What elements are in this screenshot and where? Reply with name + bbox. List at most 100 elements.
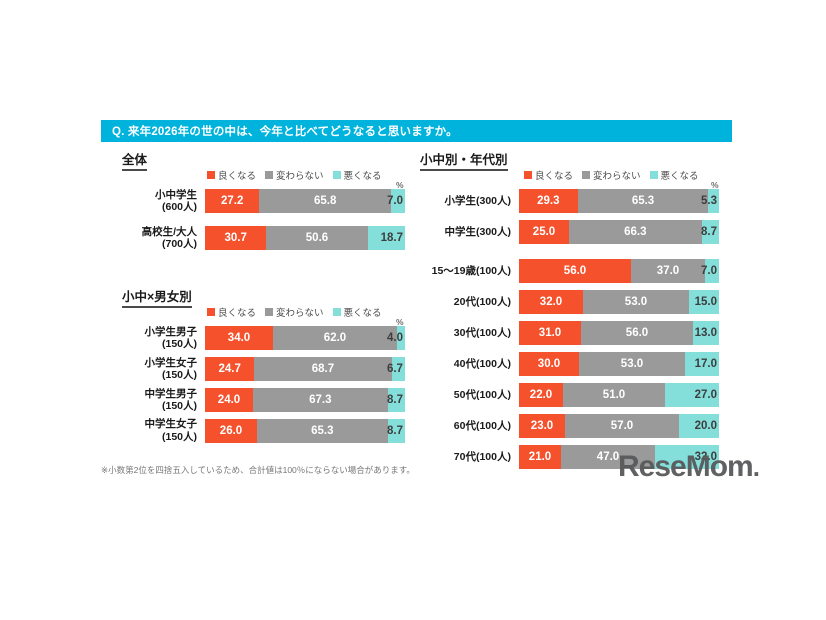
legend-item-same: 変わらない xyxy=(265,305,324,319)
bar-segment-good: 30.0 xyxy=(519,352,579,376)
bar-value-label: 34.0 xyxy=(227,332,251,345)
legend-item-bad: 悪くなる xyxy=(332,305,382,319)
bar-value-label: 53.0 xyxy=(624,296,648,308)
legend-item-good: 良くなる xyxy=(207,168,256,182)
bar-segment-bad: 7.0 xyxy=(701,259,719,283)
bar-value-label: 62.0 xyxy=(323,332,347,345)
stacked-bar: 30.0 53.0 17.0 xyxy=(519,352,719,376)
stacked-bar: 25.0 66.3 8.7 xyxy=(519,220,719,244)
legend-gender: 良くなる 変わらない 悪くなる xyxy=(207,305,382,319)
table-row: 70代(100人) 21.0 47.0 32.0 xyxy=(415,445,720,469)
table-row: 60代(100人) 23.0 57.0 20.0 xyxy=(415,414,720,438)
bar-value-label: 65.8 xyxy=(313,195,337,208)
bar-segment-same: 57.0 xyxy=(565,414,679,438)
bar-segment-bad: 8.7 xyxy=(701,220,719,244)
bar-segment-bad: 4.0 xyxy=(387,326,405,351)
bar-value-label: 32.0 xyxy=(694,451,717,463)
table-row: 40代(100人) 30.0 53.0 17.0 xyxy=(415,352,720,376)
percent-axis-mark-overall: % xyxy=(396,180,404,190)
table-row: 30代(100人) 31.0 56.0 13.0 xyxy=(415,321,720,345)
bar-value-label: 15.0 xyxy=(694,296,717,308)
bar-value-label: 65.3 xyxy=(631,195,655,207)
table-row: 50代(100人) 22.0 51.0 27.0 xyxy=(415,383,720,407)
table-row: 中学生女子 (150人) 26.0 65.3 8.7 xyxy=(101,418,405,443)
legend-swatch-good-icon xyxy=(524,171,532,179)
bar-segment-same: 53.0 xyxy=(579,352,685,376)
bar-segment-bad: 6.7 xyxy=(387,357,405,382)
bar-segment-good: 34.0 xyxy=(205,326,273,351)
row-label: 60代(100人) xyxy=(453,419,511,432)
question-band: Q. 来年2026年の世の中は、今年と比べてどうなると思いますか。 xyxy=(101,120,732,142)
bar-value-label: 23.0 xyxy=(530,420,554,432)
stacked-bar: 24.7 68.7 6.7 xyxy=(205,357,405,382)
chart-rows-grade-age: 小学生(300人) 29.3 65.3 5.3 中学生(300人) 25.0 66.3 8.7… xyxy=(415,189,720,469)
stacked-bar: 30.7 50.6 18.7 xyxy=(205,226,405,251)
bar-value-label: 13.0 xyxy=(694,327,717,339)
bar-value-label: 24.7 xyxy=(218,363,241,376)
bar-segment-good: 25.0 xyxy=(519,220,569,244)
bar-segment-good: 32.0 xyxy=(519,290,583,314)
stacked-bar: 31.0 56.0 13.0 xyxy=(519,321,719,345)
bar-segment-good: 26.0 xyxy=(205,418,257,443)
bar-value-label: 18.7 xyxy=(380,232,403,245)
table-row: 15～19歳(100人) 56.0 37.0 7.0 xyxy=(415,259,720,283)
bar-segment-same: 50.6 xyxy=(266,226,368,251)
bar-value-label: 20.0 xyxy=(694,420,717,432)
legend-swatch-bad-icon xyxy=(649,171,658,179)
row-label: 20代(100人) xyxy=(453,295,511,308)
legend-label-same: 変わらない xyxy=(276,308,324,319)
legend-item-same: 変わらない xyxy=(265,168,324,182)
bar-segment-good: 30.7 xyxy=(205,226,267,251)
legend-swatch-same-icon xyxy=(582,171,591,179)
row-label: 小学生男子 (150人) xyxy=(144,326,198,351)
chart-rows-gender: 小学生男子 (150人) 34.0 62.0 4.0 小学生女子 (150人) 24.7 6… xyxy=(101,326,405,443)
legend-item-good: 良くなる xyxy=(207,305,256,319)
bar-value-label: 66.3 xyxy=(624,226,647,238)
bar-segment-same: 65.3 xyxy=(577,189,709,213)
legend-label-same: 変わらない xyxy=(276,171,324,182)
bar-value-label: 67.3 xyxy=(309,393,332,406)
bar-segment-same: 65.3 xyxy=(257,418,388,443)
bar-value-label: 26.0 xyxy=(219,424,243,437)
legend-swatch-bad-icon xyxy=(332,308,341,316)
question-text: Q. 来年2026年の世の中は、今年と比べてどうなると思いますか。 xyxy=(112,126,458,138)
row-label: 中学生男子 (150人) xyxy=(144,387,198,412)
chart-rows-overall: 小中学生 (600人) 27.2 65.8 7.0 高校生/大人 (700人) 30.7 5… xyxy=(101,189,405,251)
bar-value-label: 53.0 xyxy=(620,358,644,370)
legend-swatch-same-icon xyxy=(265,171,274,179)
legend-swatch-good-icon xyxy=(207,308,215,316)
legend-swatch-good-icon xyxy=(207,171,215,179)
bar-value-label: 21.0 xyxy=(528,451,552,463)
bar-segment-same: 67.3 xyxy=(253,387,388,412)
table-row: 20代(100人) 32.0 53.0 15.0 xyxy=(415,290,720,314)
table-row: 小学生女子 (150人) 24.7 68.7 6.7 xyxy=(101,357,405,382)
legend-label-good: 良くなる xyxy=(535,171,574,182)
bar-value-label: 57.0 xyxy=(610,420,634,432)
bar-value-label: 8.7 xyxy=(386,424,403,437)
legend-swatch-bad-icon xyxy=(332,171,341,179)
bar-segment-bad: 8.7 xyxy=(386,418,405,443)
bar-segment-bad: 8.7 xyxy=(387,387,405,412)
table-row: 中学生男子 (150人) 24.0 67.3 8.7 xyxy=(101,388,405,413)
bar-segment-bad: 18.7 xyxy=(367,226,405,251)
bar-segment-same: 37.0 xyxy=(631,259,705,283)
bar-segment-bad: 17.0 xyxy=(685,352,719,376)
bar-segment-good: 22.0 xyxy=(519,383,563,407)
stacked-bar: 27.2 65.8 7.0 xyxy=(205,189,405,214)
legend-item-bad: 悪くなる xyxy=(332,168,382,182)
legend-label-bad: 悪くなる xyxy=(343,171,382,182)
bar-segment-good: 56.0 xyxy=(519,259,631,283)
row-label: 50代(100人) xyxy=(453,388,511,401)
stacked-bar: 56.0 37.0 7.0 xyxy=(519,259,719,283)
row-label: 15～19歳(100人) xyxy=(431,264,511,277)
bar-value-label: 27.0 xyxy=(694,389,717,401)
bar-segment-good: 24.7 xyxy=(205,357,255,382)
legend-label-good: 良くなる xyxy=(218,308,257,319)
row-label: 中学生女子 (150人) xyxy=(144,418,198,443)
legend-grade-age: 良くなる 変わらない 悪くなる xyxy=(524,168,699,182)
bar-value-label: 47.0 xyxy=(596,451,620,463)
stacked-bar: 24.0 67.3 8.7 xyxy=(205,387,405,412)
bar-value-label: 30.0 xyxy=(537,358,561,370)
bar-value-label: 27.2 xyxy=(221,195,244,208)
